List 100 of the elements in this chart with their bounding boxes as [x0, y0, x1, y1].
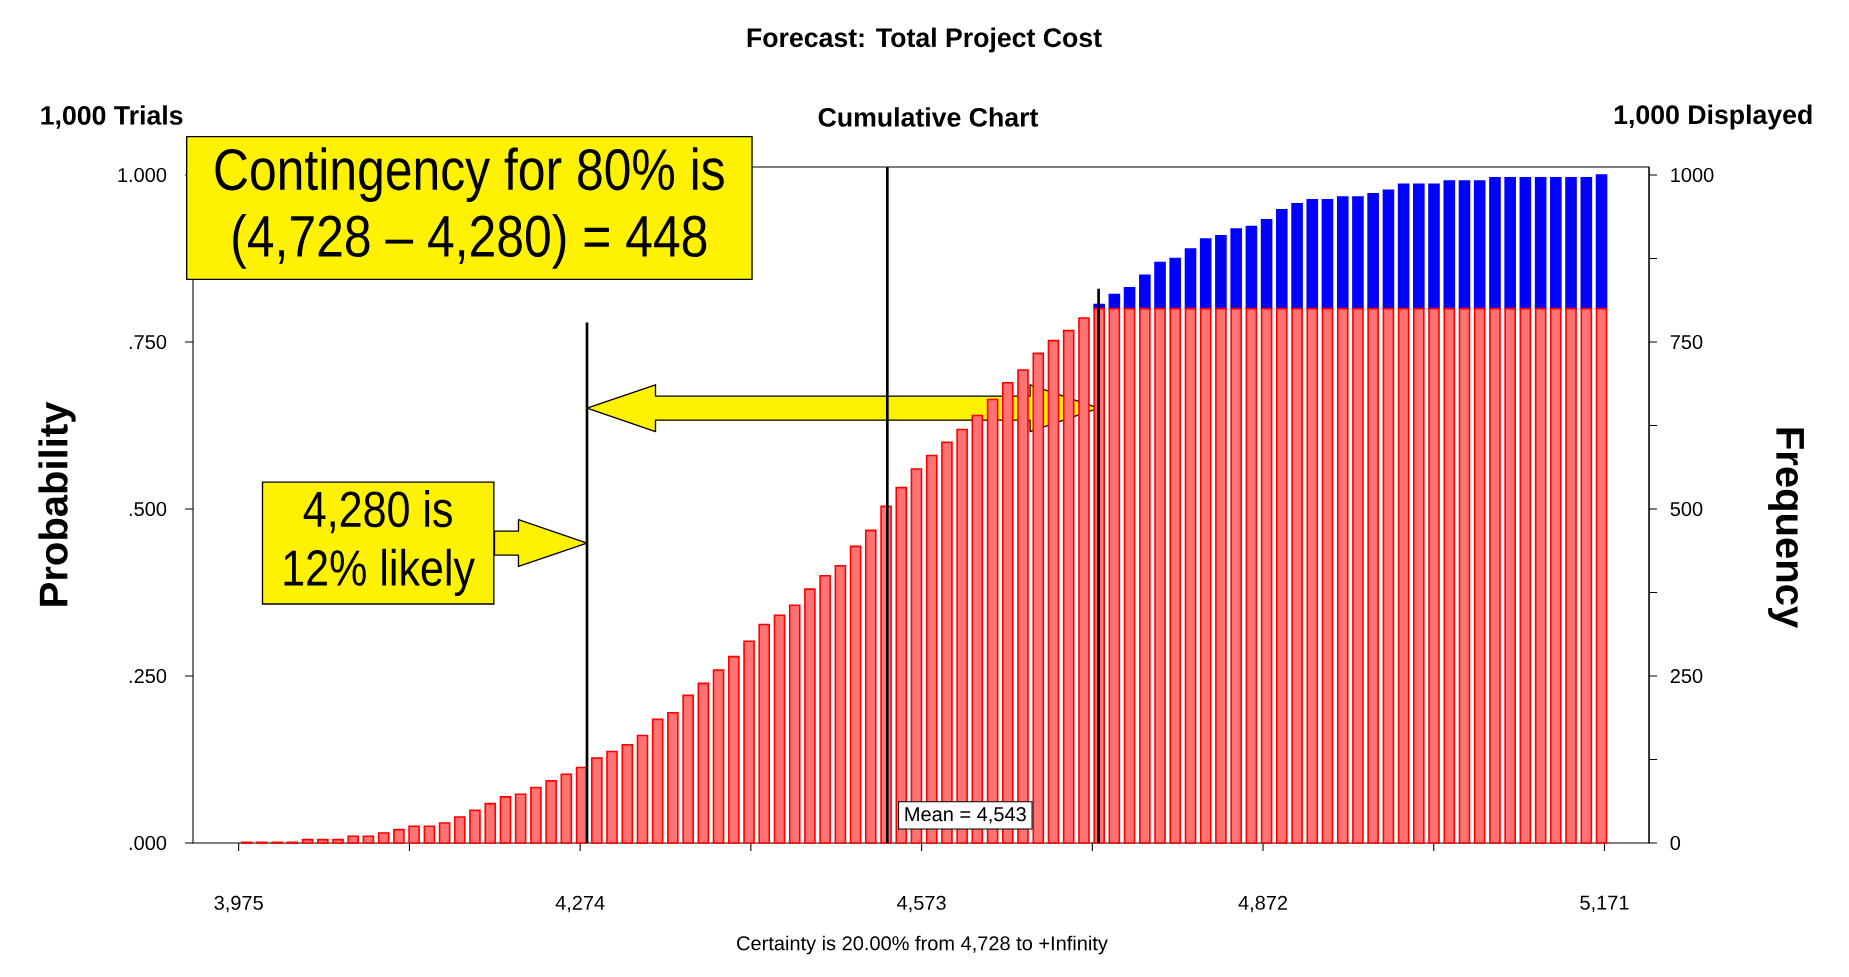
chart-title: Forecast: Total Project Cost [747, 27, 1102, 53]
y-tick-label: .500 [129, 501, 167, 517]
bar [1428, 183, 1440, 310]
bar [1428, 307, 1440, 844]
bar [499, 796, 512, 844]
bar [743, 640, 755, 844]
bar [1291, 307, 1303, 844]
bar [788, 604, 801, 844]
bar [1352, 196, 1364, 310]
bar [1336, 307, 1349, 844]
y2-tick-label: 750 [1670, 334, 1703, 350]
bar [1504, 307, 1516, 844]
bar [1489, 176, 1501, 310]
bar [469, 809, 481, 844]
bar [1473, 307, 1486, 844]
y2-tick-label: 500 [1670, 501, 1703, 517]
bar [1306, 198, 1319, 310]
bar [1321, 198, 1334, 310]
y-tick-label: 1.000 [118, 167, 167, 183]
bar [1458, 307, 1471, 844]
bar [1245, 225, 1258, 310]
bar [1215, 235, 1227, 310]
bar [301, 838, 314, 844]
bar [393, 828, 405, 844]
bar [377, 832, 390, 844]
bar [682, 694, 694, 844]
bar [1062, 329, 1075, 844]
bar [1108, 307, 1121, 844]
bar [1397, 307, 1410, 844]
bar [1275, 208, 1288, 310]
bar [1184, 307, 1197, 844]
x-axis-title: Certainty is 20.00% from 4,728 to +Infinity [737, 935, 1108, 955]
bar [849, 545, 862, 844]
bar [317, 838, 329, 844]
bar [1367, 307, 1379, 844]
bar [408, 825, 420, 844]
bar [1199, 238, 1212, 310]
bar [1413, 183, 1425, 310]
y-tick-label: .750 [129, 334, 167, 350]
bar [773, 614, 786, 844]
bar [667, 711, 679, 844]
bar [1260, 307, 1273, 844]
bar [1139, 307, 1151, 844]
y2-tick-label: 1000 [1671, 167, 1714, 183]
bar [1489, 307, 1501, 844]
bar [1230, 228, 1243, 310]
bar [758, 623, 771, 844]
bar [1154, 307, 1166, 844]
bar [1595, 307, 1608, 844]
bar [1382, 307, 1395, 844]
bar [1534, 176, 1547, 310]
bar [1519, 307, 1532, 844]
bar [651, 718, 664, 844]
bar [1154, 261, 1166, 310]
bar [362, 835, 375, 844]
bar [514, 793, 527, 844]
bar [636, 734, 649, 844]
bar [1397, 183, 1410, 310]
bar [1382, 189, 1395, 310]
bar [1139, 274, 1151, 310]
bar [1032, 352, 1045, 844]
x-tick-label: 5,171 [1580, 895, 1629, 913]
bar [1336, 196, 1349, 310]
bar [728, 655, 740, 844]
y-axis-title: Probability [38, 401, 76, 606]
bar [453, 816, 466, 844]
bar [438, 822, 451, 844]
y2-axis-title: Frequency [1768, 428, 1804, 628]
bar [606, 750, 618, 844]
bar [1230, 307, 1243, 844]
bar [423, 825, 436, 844]
bar [347, 835, 360, 844]
bar [1199, 307, 1212, 844]
bar [1215, 307, 1227, 844]
bar [1245, 307, 1258, 844]
x-tick-label: 4,872 [1238, 895, 1288, 913]
bar [1321, 307, 1334, 844]
text: 1,000 Displayed [1614, 104, 1812, 130]
bar [804, 588, 816, 844]
bar [1078, 317, 1090, 844]
bar [1550, 307, 1562, 844]
bar [1123, 287, 1136, 310]
bar [1534, 307, 1547, 844]
annotation: Mean = 4,543 [905, 807, 1026, 824]
bar [332, 838, 344, 844]
annotation: Contingency for 80% is (4,728 – 4,280) = 448 [215, 147, 724, 269]
bar [697, 682, 710, 844]
bar [621, 744, 634, 844]
bar [1306, 307, 1319, 844]
bar [1595, 174, 1608, 310]
bar [1367, 192, 1379, 310]
text: 1,000 Trials [41, 105, 183, 129]
bar [1443, 180, 1456, 310]
x-tick-label: 3,975 [214, 895, 263, 913]
bar [1291, 202, 1303, 310]
bar [560, 773, 573, 844]
bar [1458, 180, 1471, 310]
bar [1184, 248, 1197, 310]
bar [1580, 307, 1593, 844]
bar [591, 757, 603, 844]
